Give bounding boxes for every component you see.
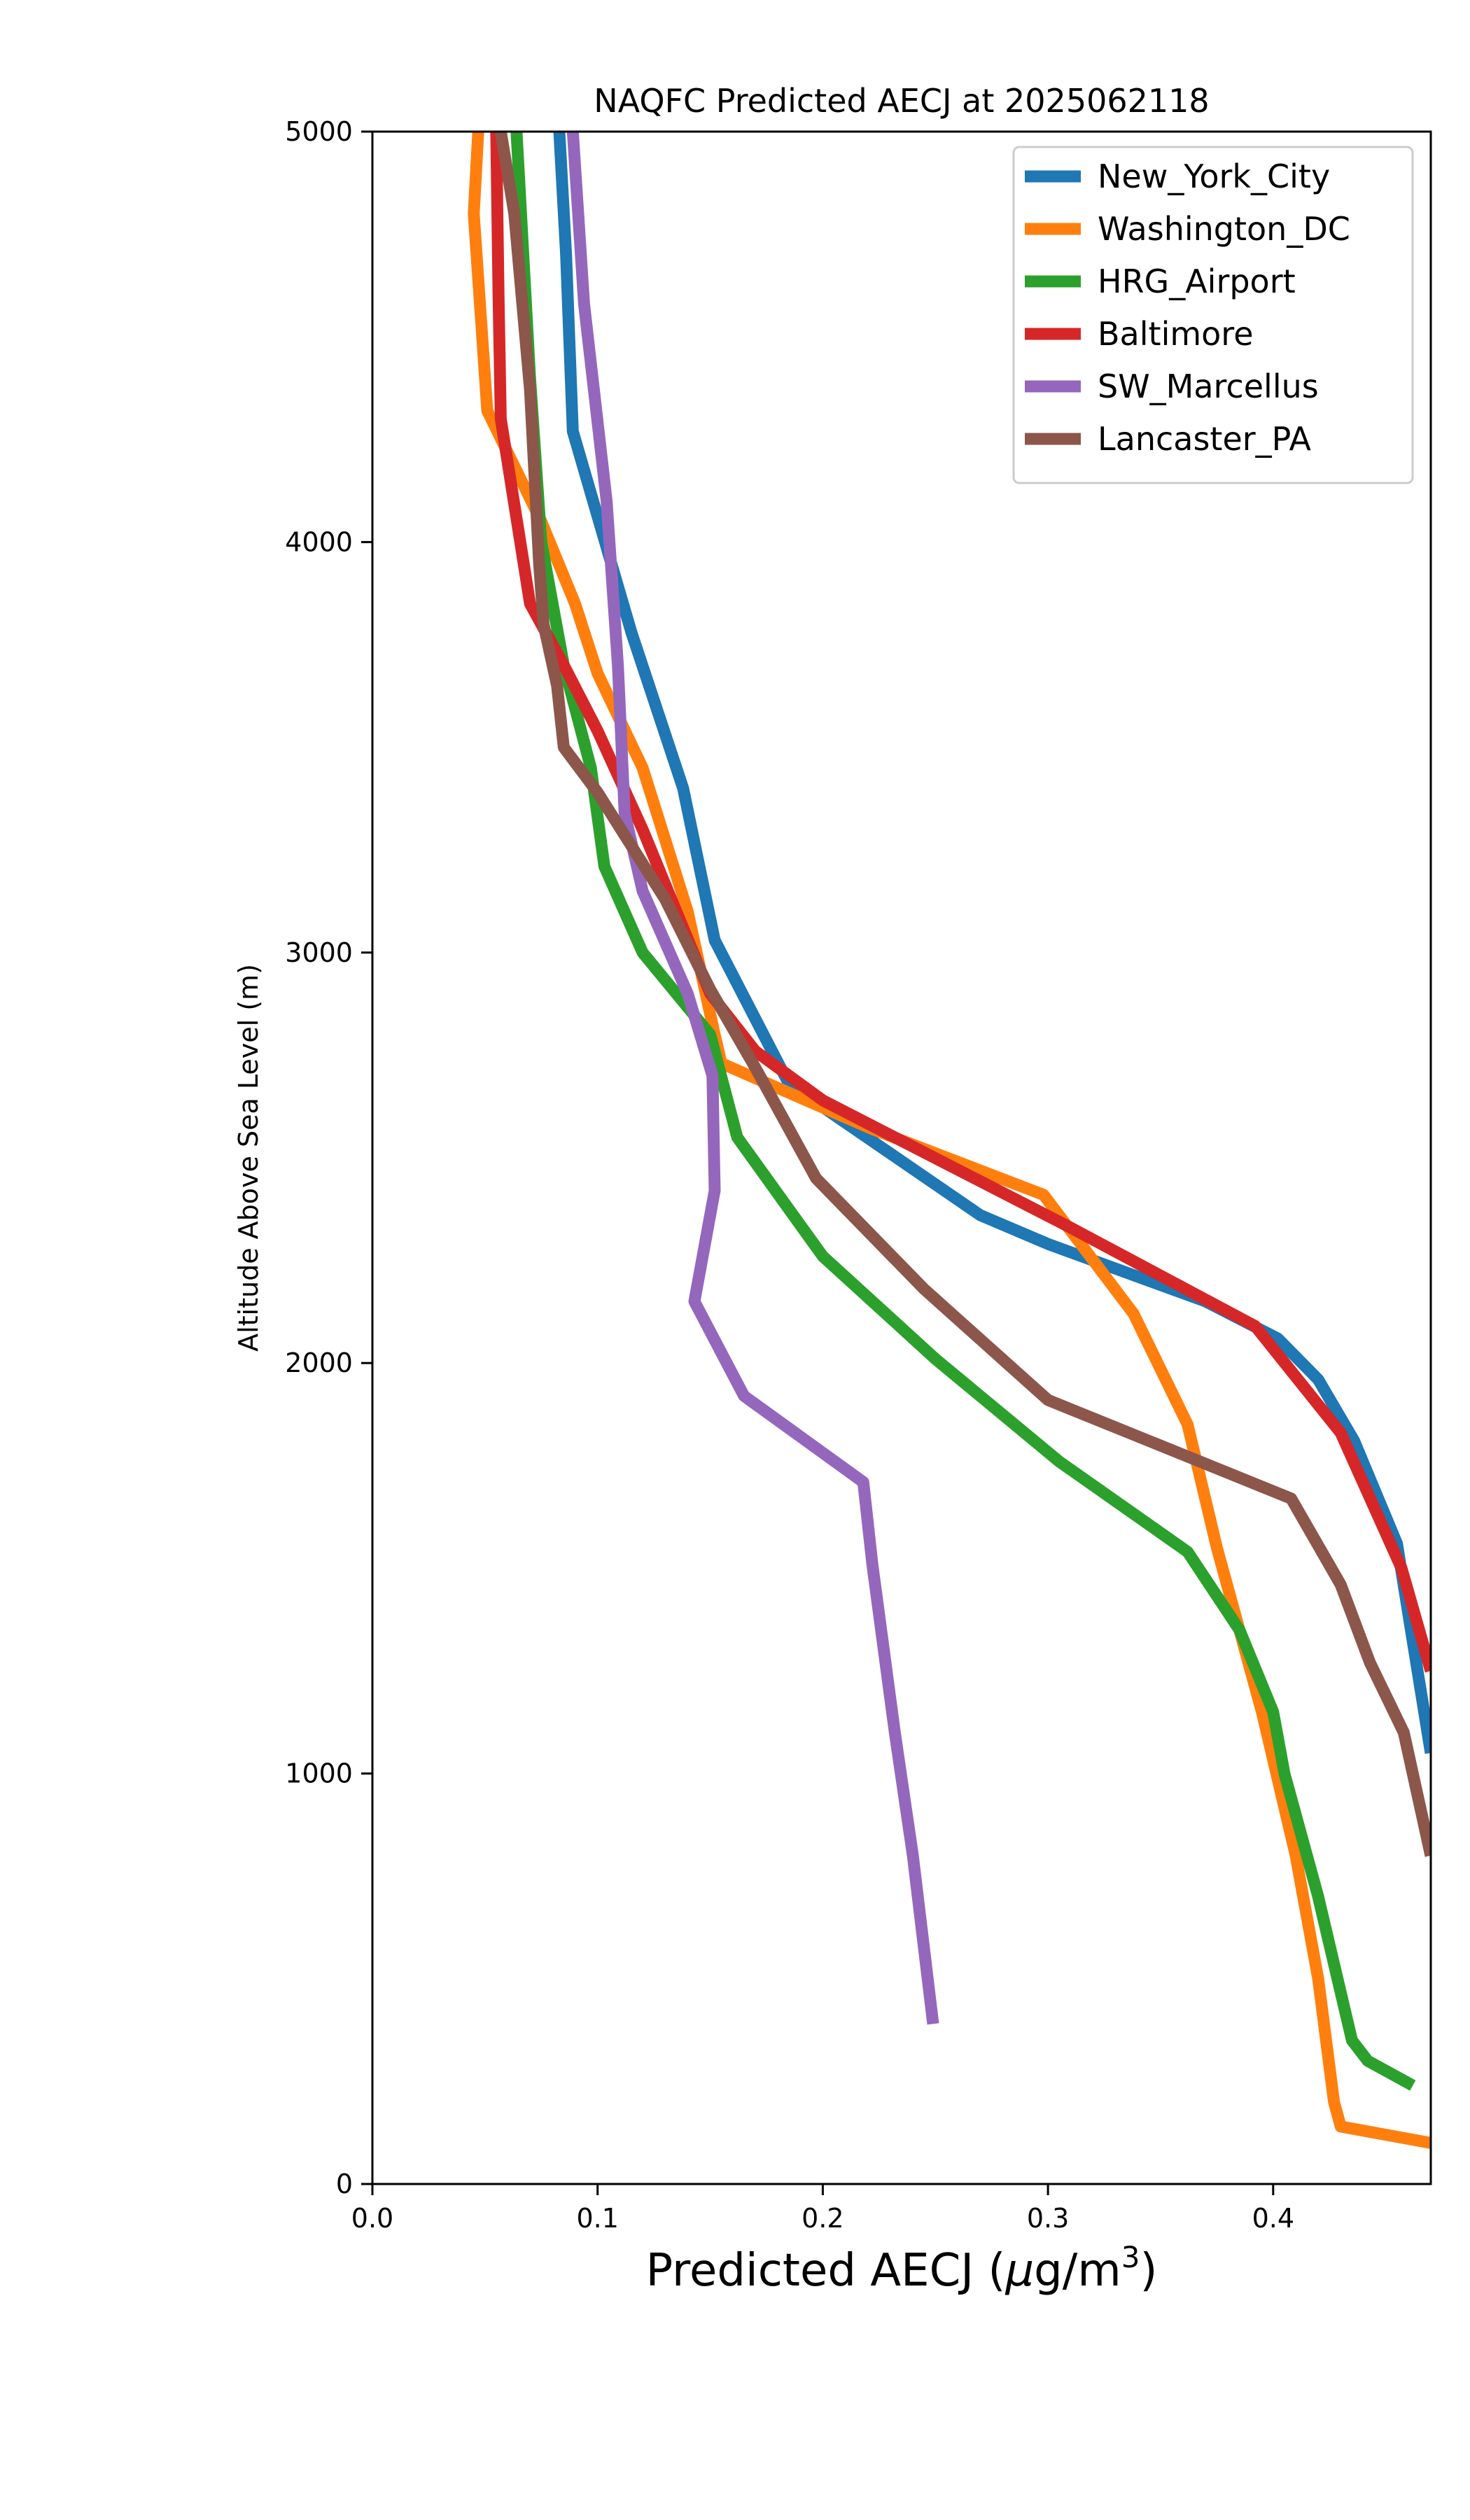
x-tick-label: 0.0 xyxy=(351,2203,393,2234)
x-axis-label-main: Predicted AECJ ( xyxy=(646,2245,1006,2297)
chart-title: NAQFC Predicted AECJ at 2025062118 xyxy=(594,82,1209,120)
series-line-lancaster-pa xyxy=(495,132,1431,1857)
x-axis-label-close: ) xyxy=(1140,2245,1157,2297)
legend-label: Baltimore xyxy=(1098,315,1254,353)
y-tick-label: 3000 xyxy=(285,937,353,968)
legend-label: SW_Marcellus xyxy=(1098,368,1319,405)
y-tick-label: 2000 xyxy=(285,1348,353,1378)
series-line-new-york-city xyxy=(553,132,1431,1754)
y-tick-label: 1000 xyxy=(285,1758,353,1789)
x-tick-label: 0.2 xyxy=(802,2203,844,2234)
x-tick-label: 0.3 xyxy=(1027,2203,1069,2234)
x-axis-label-sup: 3 xyxy=(1121,2240,1140,2274)
series-layer xyxy=(468,132,1431,2149)
y-axis: 0 1000 2000 3000 4000 5000 xyxy=(285,116,372,2199)
legend-label: Washington_DC xyxy=(1098,210,1350,248)
x-axis: 0.0 0.1 0.2 0.3 0.4 xyxy=(351,2184,1294,2234)
y-tick-label: 5000 xyxy=(285,116,353,147)
y-axis-label: Altitude Above Sea Level (m) xyxy=(233,964,264,1352)
x-tick-label: 0.1 xyxy=(576,2203,618,2234)
x-axis-label-unit: g/m xyxy=(1034,2245,1121,2297)
y-tick-label: 0 xyxy=(336,2169,353,2199)
x-tick-label: 0.4 xyxy=(1252,2203,1294,2234)
legend: New_York_City Washington_DC HRG_Airport Bal… xyxy=(1012,146,1414,484)
legend-label: HRG_Airport xyxy=(1098,262,1296,300)
y-tick-label: 4000 xyxy=(285,526,353,557)
legend-box xyxy=(1012,146,1414,484)
x-axis-label: Predicted AECJ (μg/m3) xyxy=(646,2240,1158,2297)
series-line-sw-marcellus xyxy=(566,132,939,2025)
legend-label: New_York_City xyxy=(1098,158,1330,195)
legend-label: Lancaster_PA xyxy=(1098,420,1311,458)
plot-frame xyxy=(371,130,1432,2185)
x-axis-label-mu: μ xyxy=(1004,2245,1034,2297)
